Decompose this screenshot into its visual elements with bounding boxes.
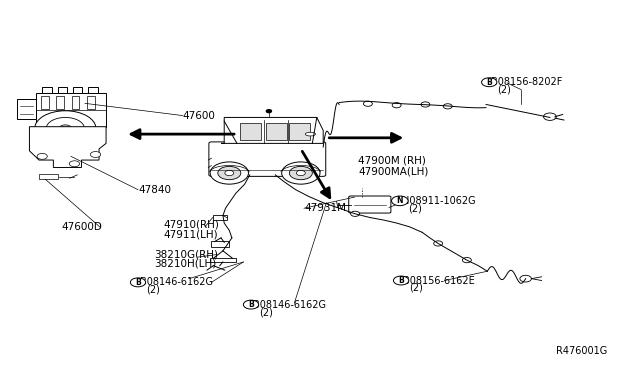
Text: N: N <box>397 196 403 205</box>
Circle shape <box>35 111 96 146</box>
Circle shape <box>463 257 471 263</box>
Bar <box>266 123 287 140</box>
Text: 47931M: 47931M <box>304 203 346 213</box>
FancyBboxPatch shape <box>349 196 391 213</box>
Bar <box>17 99 36 119</box>
Text: 47600: 47600 <box>182 110 216 121</box>
Bar <box>212 215 227 220</box>
Bar <box>36 93 106 127</box>
Circle shape <box>364 101 372 106</box>
Circle shape <box>210 162 248 184</box>
Circle shape <box>444 104 452 109</box>
FancyBboxPatch shape <box>209 142 326 176</box>
Circle shape <box>421 102 430 107</box>
Bar <box>289 123 310 140</box>
Text: B08156-6162E: B08156-6162E <box>403 276 475 285</box>
Circle shape <box>218 166 241 180</box>
Circle shape <box>46 118 84 140</box>
Bar <box>88 87 98 93</box>
Text: B08146-6162G: B08146-6162G <box>140 278 213 287</box>
Circle shape <box>392 103 401 108</box>
Circle shape <box>59 125 72 132</box>
Circle shape <box>289 166 312 180</box>
Circle shape <box>131 278 146 287</box>
Circle shape <box>266 110 271 113</box>
Text: N08911-1062G: N08911-1062G <box>402 196 476 206</box>
Bar <box>41 96 49 109</box>
Circle shape <box>69 161 79 167</box>
Text: B: B <box>398 276 404 285</box>
Bar <box>58 87 67 93</box>
Text: 47600D: 47600D <box>61 222 102 232</box>
Circle shape <box>434 241 443 246</box>
Polygon shape <box>29 127 106 167</box>
Circle shape <box>392 196 408 206</box>
Bar <box>240 123 261 140</box>
Text: (2): (2) <box>408 203 422 213</box>
Bar <box>211 241 229 247</box>
Text: B08156-8202F: B08156-8202F <box>491 77 563 87</box>
Bar <box>87 96 95 109</box>
Text: (2): (2) <box>410 283 423 293</box>
Ellipse shape <box>305 132 316 136</box>
Circle shape <box>296 170 305 176</box>
Text: 47900M (RH): 47900M (RH) <box>358 155 426 165</box>
Bar <box>56 96 64 109</box>
Text: R476001G: R476001G <box>556 346 607 356</box>
Bar <box>73 87 83 93</box>
Text: B08146-6162G: B08146-6162G <box>253 299 326 310</box>
Text: 47910(RH): 47910(RH) <box>164 220 220 230</box>
Text: 38210G(RH): 38210G(RH) <box>154 250 218 260</box>
Text: 47900MA(LH): 47900MA(LH) <box>358 166 429 176</box>
Bar <box>42 87 52 93</box>
Circle shape <box>520 275 531 282</box>
Bar <box>72 96 79 109</box>
Text: B: B <box>135 278 141 287</box>
Text: (2): (2) <box>259 307 273 317</box>
Text: 47911(LH): 47911(LH) <box>164 229 218 239</box>
Polygon shape <box>221 118 323 143</box>
Circle shape <box>481 78 497 87</box>
Circle shape <box>90 151 100 157</box>
Circle shape <box>37 153 47 159</box>
Circle shape <box>282 162 320 184</box>
Text: 47840: 47840 <box>138 185 171 195</box>
Text: B: B <box>486 78 492 87</box>
Text: (2): (2) <box>147 285 160 295</box>
Bar <box>39 174 58 179</box>
Circle shape <box>394 276 409 285</box>
Circle shape <box>243 300 259 309</box>
Circle shape <box>351 211 360 217</box>
Bar <box>210 257 236 262</box>
Circle shape <box>225 170 234 176</box>
Text: B: B <box>248 300 254 309</box>
Text: 38210H(LH): 38210H(LH) <box>154 259 216 269</box>
Text: (2): (2) <box>497 85 511 94</box>
Circle shape <box>543 113 556 121</box>
